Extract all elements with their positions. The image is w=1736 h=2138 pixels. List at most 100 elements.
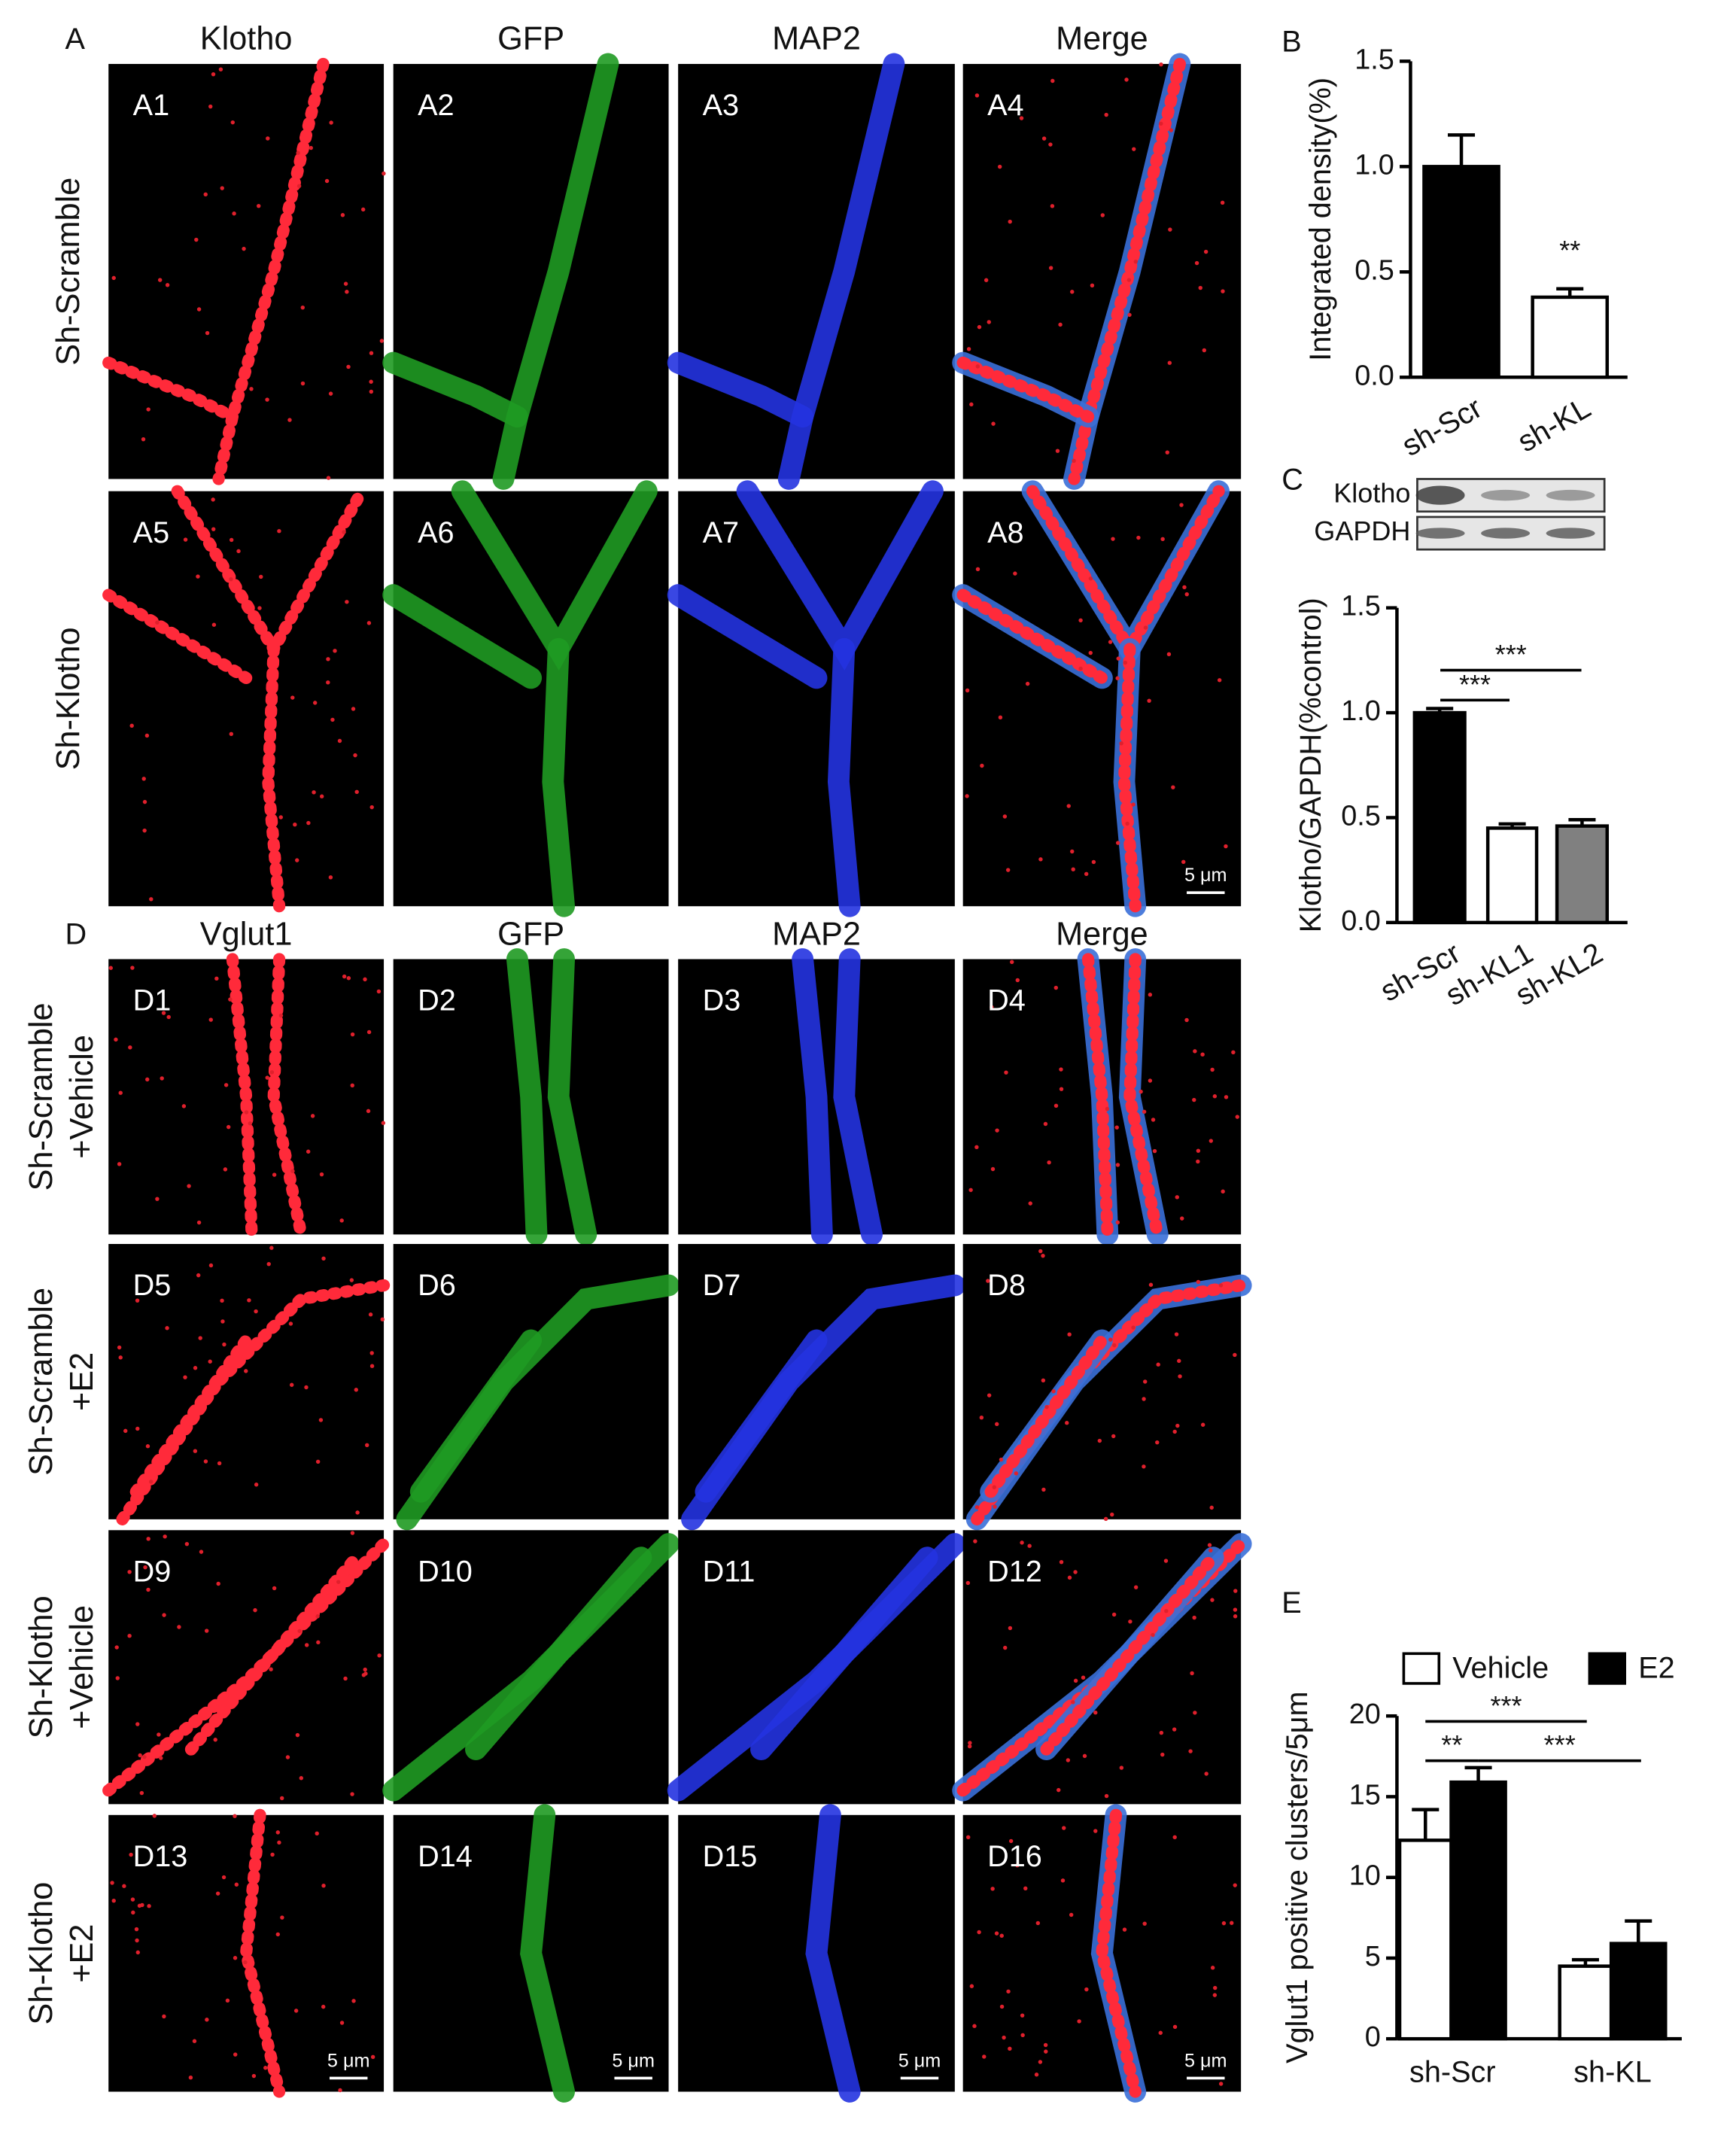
puncta xyxy=(293,823,297,827)
row-label: +Vehicle xyxy=(64,1035,100,1159)
puncta xyxy=(346,976,351,981)
puncta xyxy=(1038,857,1043,862)
dendrite xyxy=(506,948,548,1245)
puncta xyxy=(338,2088,342,2093)
panel-letter: C xyxy=(1281,464,1303,497)
scale-bar-label: 5 μm xyxy=(898,2050,941,2071)
puncta xyxy=(1070,849,1075,854)
puncta xyxy=(343,1676,348,1681)
bar xyxy=(1531,295,1610,379)
puncta xyxy=(254,1483,259,1487)
puncta xyxy=(968,1188,973,1192)
puncta xyxy=(319,794,324,798)
y-tick-label: 15 xyxy=(1349,1779,1381,1811)
puncta xyxy=(984,1334,1108,1498)
puncta xyxy=(163,1534,167,1539)
puncta xyxy=(1209,1548,1213,1553)
puncta xyxy=(1044,1404,1049,1410)
puncta xyxy=(114,1645,119,1650)
puncta xyxy=(1034,2073,1039,2077)
puncta xyxy=(1059,1087,1064,1091)
tile-label: D9 xyxy=(133,1555,172,1588)
puncta xyxy=(223,1083,229,1087)
bar xyxy=(1555,824,1610,925)
puncta xyxy=(1108,1337,1113,1342)
puncta xyxy=(369,1351,374,1355)
puncta xyxy=(987,320,991,324)
puncta xyxy=(309,145,313,151)
puncta xyxy=(1148,1078,1153,1083)
puncta xyxy=(1163,1559,1169,1563)
puncta xyxy=(1077,2019,1081,2024)
puncta xyxy=(204,1629,209,1633)
puncta xyxy=(123,1428,128,1434)
puncta xyxy=(1209,1505,1214,1510)
puncta xyxy=(312,790,316,795)
micrograph xyxy=(108,491,385,907)
puncta xyxy=(982,2054,987,2059)
puncta xyxy=(1151,1632,1155,1638)
puncta xyxy=(1148,1282,1154,1287)
puncta xyxy=(306,820,311,826)
blot-band xyxy=(1415,528,1465,539)
puncta xyxy=(196,307,202,312)
puncta xyxy=(315,1459,321,1464)
puncta xyxy=(275,1932,281,1937)
puncta xyxy=(995,1128,999,1133)
puncta xyxy=(972,2024,977,2028)
tile-label: D7 xyxy=(703,1269,741,1302)
puncta xyxy=(1100,213,1105,217)
puncta xyxy=(299,1776,304,1781)
puncta xyxy=(1193,1711,1197,1715)
puncta xyxy=(149,1480,154,1484)
puncta xyxy=(969,402,974,407)
puncta xyxy=(986,1279,990,1283)
puncta xyxy=(229,537,234,543)
puncta xyxy=(146,1587,150,1592)
puncta xyxy=(1048,266,1053,270)
puncta xyxy=(1235,1115,1239,1119)
puncta xyxy=(196,574,200,579)
puncta xyxy=(1196,1159,1200,1164)
puncta xyxy=(211,527,216,531)
puncta xyxy=(122,1884,126,1888)
puncta xyxy=(1020,2013,1025,2018)
puncta xyxy=(165,283,170,287)
puncta xyxy=(1200,1422,1205,1427)
puncta xyxy=(1015,978,1020,983)
puncta xyxy=(155,620,160,625)
puncta xyxy=(1160,1752,1165,1757)
puncta xyxy=(1091,859,1096,865)
puncta xyxy=(315,1831,319,1836)
puncta xyxy=(1066,804,1071,808)
bar xyxy=(1412,710,1467,925)
puncta xyxy=(233,1814,237,1818)
bar xyxy=(1485,826,1539,925)
tile-label: D1 xyxy=(133,984,172,1017)
puncta xyxy=(141,436,146,442)
puncta xyxy=(102,588,253,684)
puncta xyxy=(1123,953,1164,1241)
puncta xyxy=(129,1852,133,1857)
puncta xyxy=(157,1732,161,1737)
puncta xyxy=(1156,1362,1160,1367)
puncta xyxy=(1084,1987,1089,1992)
puncta xyxy=(142,799,147,804)
puncta xyxy=(280,1915,284,1920)
puncta xyxy=(194,237,199,242)
puncta xyxy=(304,1643,309,1647)
legend-label: Vehicle xyxy=(1452,1651,1549,1684)
puncta xyxy=(1167,360,1172,365)
dendrite xyxy=(777,53,905,490)
puncta xyxy=(1233,1607,1238,1612)
puncta xyxy=(266,1261,271,1267)
column-header: MAP2 xyxy=(772,916,861,952)
puncta xyxy=(211,497,215,502)
puncta xyxy=(242,246,246,251)
puncta xyxy=(257,606,262,610)
puncta xyxy=(1218,2082,1224,2086)
puncta xyxy=(1126,278,1132,282)
puncta xyxy=(968,1741,972,1745)
puncta xyxy=(262,643,286,913)
puncta xyxy=(1172,1835,1177,1840)
